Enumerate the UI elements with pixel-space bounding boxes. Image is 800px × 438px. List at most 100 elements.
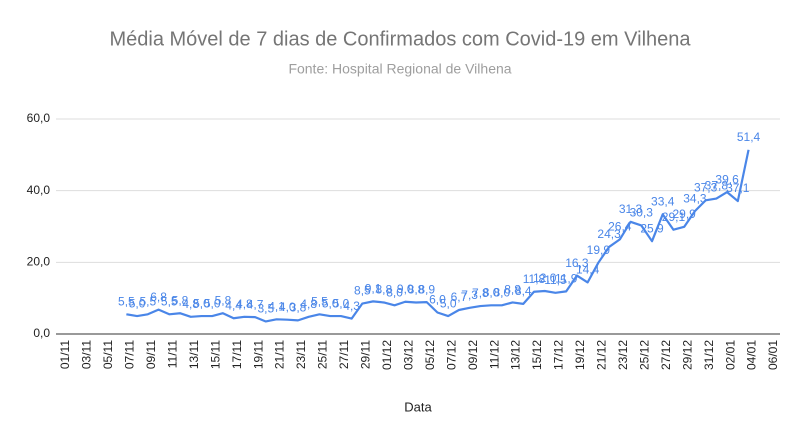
data-label: 7,3 (461, 288, 478, 302)
data-label: 5,5 (118, 294, 135, 308)
y-tick-label: 40,0 (27, 183, 51, 197)
data-label: 34,3 (683, 191, 707, 205)
data-label: 4,0 (279, 300, 296, 314)
x-tick-label: 31/12 (702, 340, 716, 370)
data-label: 4,8 (300, 297, 317, 311)
data-label: 39,6 (715, 172, 739, 186)
x-tick-label: 13/12 (509, 340, 523, 370)
data-label: 5,0 (440, 296, 457, 310)
data-label: 8,4 (515, 284, 532, 298)
x-tick-label: 03/11 (80, 340, 94, 369)
data-label: 25,9 (640, 221, 664, 235)
x-axis-label: Data (404, 399, 432, 414)
data-label: 3,8 (290, 301, 307, 315)
x-tick-label: 13/11 (187, 340, 201, 369)
x-tick-label: 27/11 (337, 340, 351, 369)
data-label: 5,8 (172, 293, 189, 307)
data-label: 29,1 (662, 210, 686, 224)
data-label: 8,0 (493, 286, 510, 300)
data-label: 7,8 (472, 286, 489, 300)
data-label: 5,0 (193, 296, 210, 310)
data-label: 30,3 (630, 206, 654, 220)
x-tick-label: 17/12 (552, 340, 566, 370)
x-tick-label: 07/12 (444, 340, 458, 370)
data-label: 8,0 (483, 286, 500, 300)
data-label: 4,3 (343, 299, 360, 313)
y-tick-label: 60,0 (27, 111, 51, 125)
data-label: 4,8 (182, 297, 199, 311)
data-label: 11,5 (544, 273, 567, 287)
x-tick-label: 01/12 (380, 340, 394, 370)
data-label: 14,4 (576, 263, 600, 277)
x-tick-label: 19/12 (573, 340, 587, 370)
x-tick-label: 02/01 (723, 340, 737, 370)
data-label: 5,8 (215, 293, 232, 307)
x-tick-label: 01/11 (58, 340, 72, 369)
data-label: 9,1 (365, 282, 382, 296)
x-tick-label: 27/12 (659, 340, 673, 370)
x-tick-label: 29/12 (680, 340, 694, 370)
data-label: 19,9 (587, 243, 611, 257)
x-tick-label: 09/11 (144, 340, 158, 369)
data-label: 3,5 (257, 302, 274, 316)
data-label: 5,5 (161, 294, 178, 308)
data-label: 5,0 (129, 296, 146, 310)
data-label: 31,3 (619, 202, 643, 216)
data-label: 8,8 (504, 283, 521, 297)
data-label: 37,8 (705, 179, 729, 193)
y-tick-label: 0,0 (33, 326, 50, 340)
x-tick-label: 07/11 (123, 340, 137, 369)
data-label: 11,9 (555, 272, 578, 286)
data-label: 8,5 (354, 284, 371, 298)
x-tick-label: 06/01 (766, 340, 780, 370)
x-tick-label: 11/12 (487, 340, 501, 369)
data-label: 6,7 (451, 290, 468, 304)
data-label: 4,8 (236, 297, 253, 311)
y-tick-label: 20,0 (27, 255, 51, 269)
x-tick-label: 15/12 (530, 340, 544, 370)
data-label: 9,0 (397, 282, 414, 296)
x-tick-label: 11/11 (165, 340, 179, 369)
data-label: 4,1 (268, 299, 285, 313)
data-label: 37,1 (726, 181, 750, 195)
x-tick-label: 05/11 (101, 340, 115, 369)
data-label: 37,3 (694, 181, 718, 195)
x-tick-label: 23/12 (616, 340, 630, 370)
data-label: 33,4 (651, 194, 675, 208)
x-tick-label: 21/12 (595, 340, 609, 370)
x-tick-label: 23/11 (294, 340, 308, 369)
data-label: 4,4 (225, 298, 242, 312)
data-line (126, 149, 750, 323)
data-label: 8,9 (418, 282, 435, 296)
x-tick-label: 09/12 (466, 340, 480, 370)
data-label: 6,0 (429, 293, 446, 307)
data-label: 26,4 (608, 220, 632, 234)
data-label: 5,5 (311, 294, 328, 308)
data-label: 29,9 (673, 207, 697, 221)
data-label: 8,0 (386, 286, 403, 300)
chart-title: Média Móvel de 7 dias de Confirmados com… (109, 28, 691, 50)
data-label: 5,5 (139, 294, 156, 308)
data-label: 12,0 (533, 271, 557, 285)
data-label: 4,7 (247, 297, 264, 311)
x-tick-label: 15/11 (208, 340, 222, 369)
data-label: 24,3 (597, 227, 621, 241)
x-tick-label: 05/12 (423, 340, 437, 370)
data-label: 6,8 (150, 290, 167, 304)
x-tick-label: 17/11 (230, 340, 244, 369)
data-label: 5,0 (204, 296, 221, 310)
x-tick-label: 25/12 (637, 340, 651, 370)
x-tick-label: 19/11 (251, 340, 265, 369)
x-tick-label: 29/11 (359, 340, 373, 369)
x-tick-label: 03/12 (401, 340, 415, 370)
data-label: 8,8 (408, 283, 425, 297)
chart-subtitle: Fonte: Hospital Regional de Vilhena (288, 61, 511, 77)
x-tick-label: 21/11 (273, 340, 287, 369)
data-label: 16,3 (565, 256, 589, 270)
data-label: 8,8 (375, 283, 392, 297)
data-label: 51,4 (737, 130, 761, 144)
x-tick-label: 04/01 (745, 340, 759, 370)
data-label: 5,0 (322, 296, 339, 310)
data-label: 5,0 (333, 296, 350, 310)
